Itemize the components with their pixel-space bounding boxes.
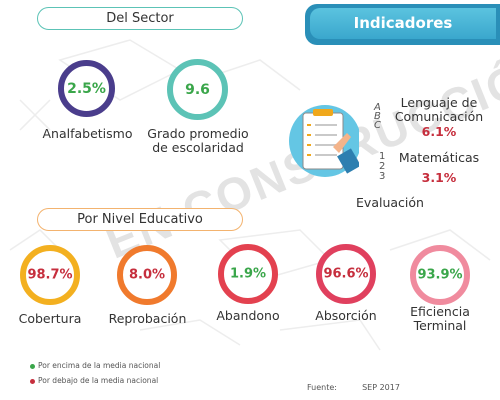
sector-section-title: Del Sector <box>37 7 243 30</box>
dropout-value: 1.9% <box>229 266 267 282</box>
illiteracy-label: Analfabetismo <box>42 126 133 141</box>
source-label: Fuente: <box>307 383 337 392</box>
level-section-title: Por Nivel Educativo <box>37 208 243 231</box>
schooling-grade-indicator: 9.6 <box>167 59 228 120</box>
absorption-label: Absorción <box>315 308 377 323</box>
schooling-grade-value: 9.6 <box>185 81 210 98</box>
numbers-icon: 1 2 3 <box>379 151 386 182</box>
failure-rate-indicator: 8.0% <box>117 245 177 305</box>
language-subject-value: 6.1% <box>421 124 457 139</box>
evaluation-clipboard-icon <box>289 105 359 177</box>
legend-above-text: Por encima de la media nacional <box>38 361 161 370</box>
dropout-label: Abandono <box>216 308 280 323</box>
coverage-value: 98.7% <box>27 267 73 283</box>
legend-below-dot <box>30 379 35 384</box>
coverage-indicator: 98.7% <box>20 245 80 305</box>
terminal-efficiency-value: 93.9% <box>417 267 463 283</box>
absorption-value: 96.6% <box>323 266 369 282</box>
abc-letters-icon: A B C <box>374 102 381 131</box>
header-title: Indicadores <box>310 8 496 39</box>
dropout-indicator: 1.9% <box>218 244 278 304</box>
language-subject-label: Lenguaje de Comunicación <box>394 95 484 124</box>
legend-below-text: Por debajo de la media nacional <box>38 376 159 385</box>
illiteracy-value: 2.5% <box>67 80 106 97</box>
failure-rate-value: 8.0% <box>128 267 166 283</box>
schooling-grade-label: Grado promedio de escolaridad <box>147 126 249 155</box>
illiteracy-indicator: 2.5% <box>58 60 115 117</box>
terminal-efficiency-indicator: 93.9% <box>410 245 470 305</box>
evaluation-label: Evaluación <box>356 195 424 210</box>
terminal-efficiency-label: Eficiencia Terminal <box>410 304 470 333</box>
indicators-header: Indicadores <box>305 4 500 45</box>
failure-rate-label: Reprobación <box>108 311 187 326</box>
source-value: SEP 2017 <box>362 383 400 392</box>
legend-above-dot <box>30 364 35 369</box>
math-subject-value: 3.1% <box>421 170 457 185</box>
coverage-label: Cobertura <box>18 311 82 326</box>
source-note: Fuente: SEP 2017 <box>307 383 400 392</box>
absorption-indicator: 96.6% <box>316 244 376 304</box>
math-subject-label: Matemáticas <box>398 150 480 165</box>
